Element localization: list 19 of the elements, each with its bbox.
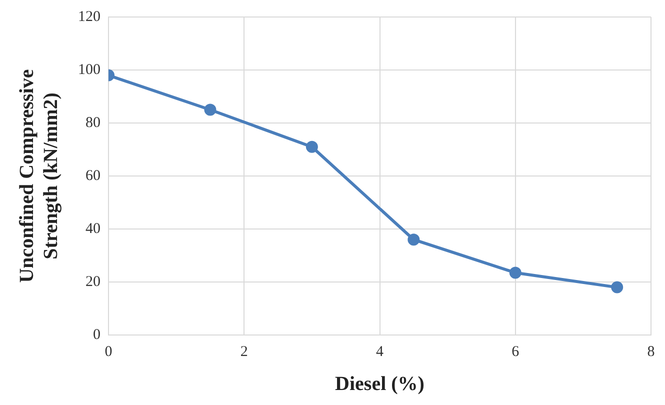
- point: [408, 234, 420, 246]
- x-tick-label: 8: [647, 344, 655, 360]
- point: [509, 266, 522, 279]
- point: [204, 104, 216, 116]
- y-tick-label: 100: [78, 62, 100, 78]
- y-tick-label: 20: [86, 274, 100, 290]
- y-tick-label: 0: [93, 326, 100, 343]
- x-tick-label: 0: [104, 344, 112, 360]
- x-tick-label: 6: [512, 344, 520, 360]
- y-tick-label: 80: [86, 114, 100, 131]
- point: [611, 281, 624, 294]
- point: [306, 140, 318, 153]
- x-tick-label: 2: [240, 344, 248, 360]
- y-tick-label: 60: [86, 168, 100, 184]
- y-tick-label: 120: [78, 8, 100, 25]
- y-axis-title: Unconfined Compressive Strength (kN/mm2): [16, 69, 62, 283]
- x-tick-label: 4: [376, 344, 384, 360]
- x-axis-title: Diesel (%): [335, 373, 424, 396]
- y-tick-label: 40: [86, 220, 100, 237]
